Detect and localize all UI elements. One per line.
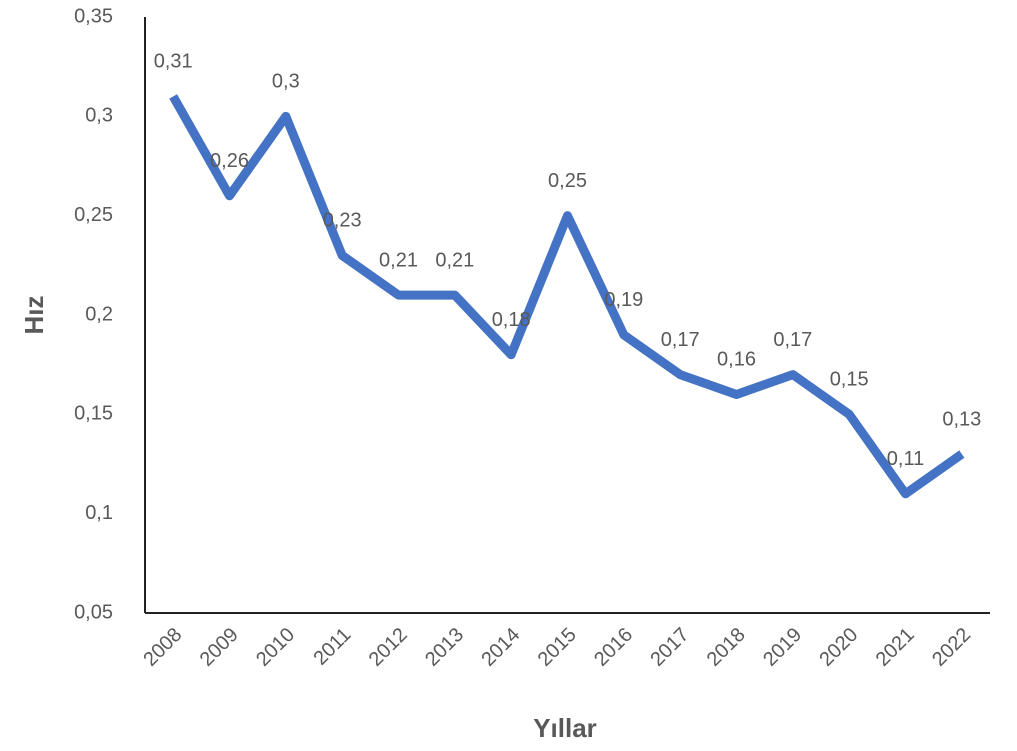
data-label: 0,25 bbox=[548, 170, 587, 192]
data-label: 0,23 bbox=[323, 210, 362, 232]
data-label: 0,13 bbox=[942, 408, 981, 430]
x-tick-label: 2022 bbox=[928, 624, 975, 671]
x-axis-title: Yıllar bbox=[533, 713, 597, 743]
data-label: 0,21 bbox=[435, 249, 474, 271]
data-label: 0,19 bbox=[604, 289, 643, 311]
y-tick-label: 0,15 bbox=[74, 403, 113, 425]
y-tick-label: 0,3 bbox=[85, 105, 113, 127]
x-tick-label: 2018 bbox=[703, 624, 750, 671]
data-label: 0,11 bbox=[887, 448, 924, 470]
x-tick-label: 2015 bbox=[534, 624, 581, 671]
y-axis-title: Hız bbox=[19, 296, 49, 335]
x-tick-label: 2017 bbox=[646, 624, 693, 671]
x-tick-label: 2016 bbox=[590, 624, 637, 671]
data-label: 0,3 bbox=[272, 71, 300, 93]
data-label: 0,17 bbox=[773, 329, 812, 351]
y-tick-label: 0,25 bbox=[74, 204, 113, 226]
x-tick-label: 2012 bbox=[365, 624, 412, 671]
x-tick-label: 2011 bbox=[309, 624, 355, 670]
x-tick-label: 2009 bbox=[196, 624, 243, 671]
x-tick-label: 2008 bbox=[139, 624, 186, 671]
data-label: 0,16 bbox=[717, 349, 756, 371]
y-tick-label: 0,1 bbox=[85, 502, 113, 524]
x-tick-label: 2014 bbox=[477, 624, 524, 671]
data-label: 0,26 bbox=[210, 150, 249, 172]
data-label: 0,21 bbox=[379, 249, 418, 271]
x-tick-label: 2013 bbox=[421, 624, 468, 671]
x-tick-label: 2021 bbox=[872, 624, 919, 671]
data-label: 0,17 bbox=[661, 329, 700, 351]
data-label: 0,18 bbox=[492, 309, 531, 331]
y-tick-label: 0,35 bbox=[74, 5, 113, 27]
x-tick-label: 2010 bbox=[252, 624, 299, 671]
series-line bbox=[169, 94, 965, 499]
data-label: 0,31 bbox=[154, 51, 193, 73]
data-label: 0,15 bbox=[830, 369, 869, 391]
x-tick-label: 2020 bbox=[815, 624, 862, 671]
y-tick-label: 0,2 bbox=[85, 303, 113, 325]
y-tick-label: 0,05 bbox=[74, 601, 113, 623]
x-tick-label: 2019 bbox=[759, 624, 806, 671]
